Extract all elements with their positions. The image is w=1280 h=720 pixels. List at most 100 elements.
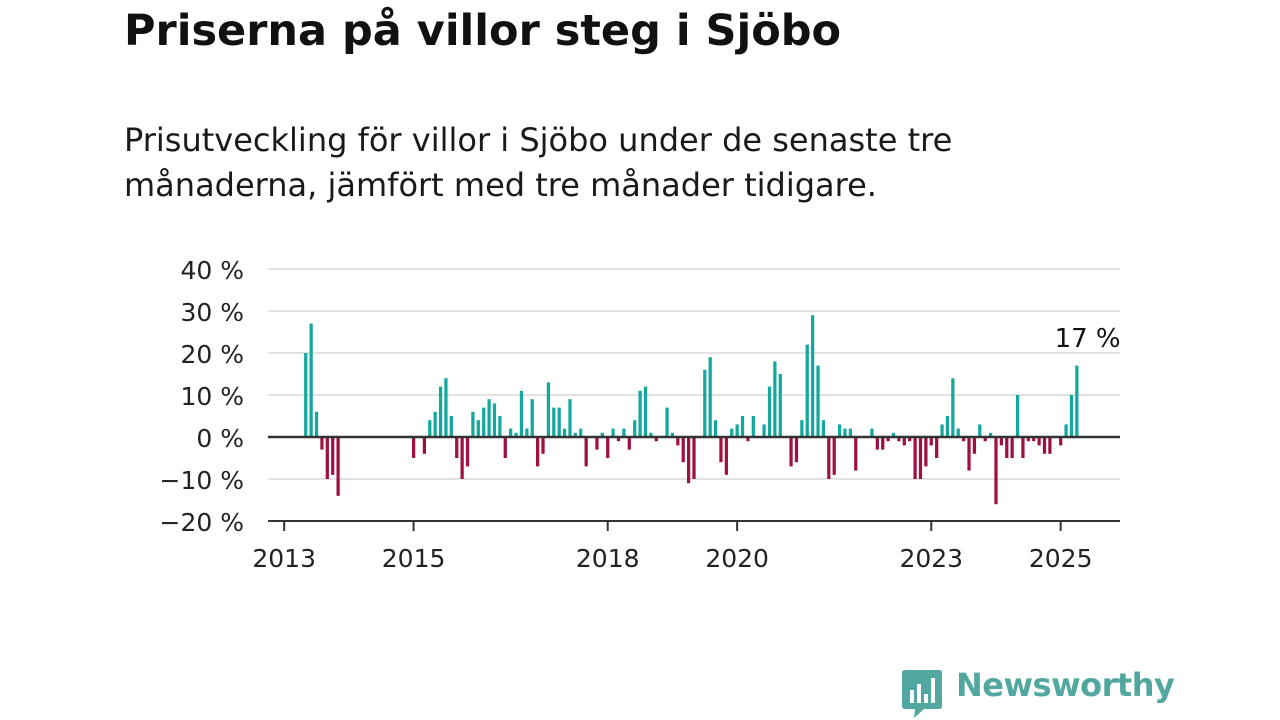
bar <box>595 437 599 450</box>
gridlines <box>268 268 1120 480</box>
bar <box>600 432 604 437</box>
bar <box>832 437 836 475</box>
y-tick-label: 20 % <box>180 340 244 369</box>
bar <box>735 424 739 437</box>
bar <box>1005 437 1009 458</box>
annotation-label: 17 % <box>1055 324 1121 354</box>
bar <box>1037 437 1041 446</box>
logo-text: Newsworthy <box>956 666 1175 704</box>
bar <box>740 416 745 437</box>
bar <box>411 437 416 458</box>
bar <box>1075 365 1079 437</box>
bar <box>320 437 324 450</box>
bar <box>433 411 437 437</box>
bar <box>800 420 804 437</box>
bar <box>730 428 734 437</box>
bar <box>913 437 917 479</box>
bar <box>471 411 475 437</box>
bar <box>805 344 809 437</box>
bar <box>935 437 939 458</box>
bar <box>665 407 669 437</box>
bar <box>875 437 879 450</box>
bar <box>983 437 987 442</box>
bar <box>503 437 507 458</box>
bar <box>633 420 637 437</box>
y-tick-label: −20 % <box>160 508 244 537</box>
bar <box>643 386 648 437</box>
bar <box>978 424 982 437</box>
bar <box>573 432 577 437</box>
bar <box>724 437 728 475</box>
axes <box>268 435 1120 522</box>
bar <box>509 428 513 437</box>
bar <box>514 432 518 437</box>
bar <box>309 323 313 437</box>
bar <box>773 361 777 437</box>
bar <box>530 399 534 437</box>
x-tick-label: 2020 <box>705 544 769 573</box>
bar <box>444 378 448 437</box>
bar <box>843 428 847 437</box>
bar <box>336 437 340 496</box>
chart-subtitle: Prisutveckling för villor i Sjöbo under … <box>124 121 953 204</box>
bar <box>746 437 750 442</box>
bar <box>476 420 480 437</box>
bar <box>498 416 502 437</box>
bar <box>449 416 453 437</box>
x-axis-labels: 2013 2015 2018 2020 2023 2025 <box>252 521 1092 573</box>
bar <box>751 416 755 437</box>
bar-chart-speech-bubble-icon <box>902 670 942 718</box>
bar <box>304 353 308 437</box>
x-tick-label: 2013 <box>252 544 316 573</box>
bar <box>837 424 842 437</box>
bar <box>627 437 631 450</box>
bar <box>708 357 712 437</box>
y-tick-label: −10 % <box>160 466 244 495</box>
bar <box>616 437 621 442</box>
bar <box>670 432 675 437</box>
annotation: 17 % <box>1052 321 1124 357</box>
bar <box>778 374 782 437</box>
x-tick-label: 2025 <box>1029 544 1093 573</box>
bar <box>557 407 561 437</box>
bar <box>1032 437 1036 442</box>
bar <box>428 420 432 437</box>
bar <box>1048 437 1052 454</box>
bar <box>891 432 896 437</box>
bar <box>611 428 615 437</box>
bar <box>962 437 966 442</box>
bar <box>331 437 335 475</box>
bar <box>918 437 923 479</box>
x-tick-label: 2023 <box>899 544 963 573</box>
bar <box>552 407 556 437</box>
bar <box>929 437 933 446</box>
bar <box>886 437 890 442</box>
bar <box>945 416 950 437</box>
bar <box>546 382 551 437</box>
bar <box>1064 424 1068 437</box>
bar <box>703 369 707 437</box>
bar <box>438 386 443 437</box>
x-tick-label: 2015 <box>382 544 446 573</box>
bar <box>811 315 815 437</box>
bar <box>789 437 793 467</box>
bar <box>487 399 491 437</box>
bar <box>1021 437 1025 458</box>
bar <box>622 428 626 437</box>
bar <box>1010 437 1014 458</box>
bar <box>902 437 906 446</box>
bar <box>713 420 718 437</box>
x-tick-label: 2018 <box>576 544 640 573</box>
bar <box>692 437 696 479</box>
bar <box>525 428 529 437</box>
bar <box>816 365 820 437</box>
bar <box>562 428 567 437</box>
bar <box>767 386 772 437</box>
y-tick-label: 0 % <box>196 424 244 453</box>
bar <box>762 424 766 437</box>
bar <box>940 424 944 437</box>
bar <box>536 437 540 467</box>
y-tick-label: 40 % <box>180 256 244 285</box>
bar <box>821 420 826 437</box>
bar <box>1042 437 1047 454</box>
